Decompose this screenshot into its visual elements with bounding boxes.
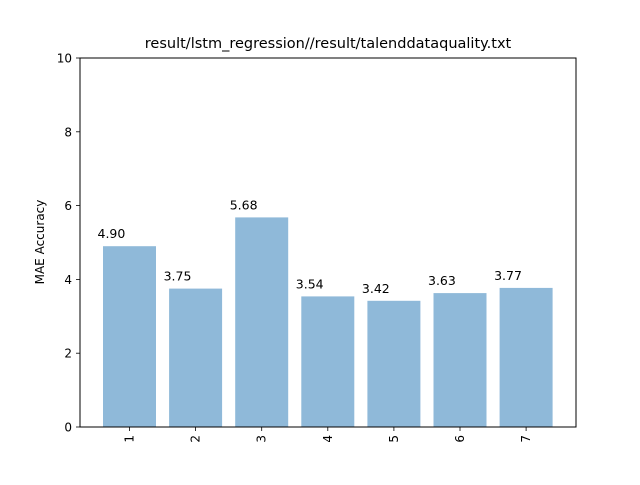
value-labels-group: 4.90 3.75 5.68 3.54 3.42 3.63 3.77 — [98, 197, 522, 295]
x-tick-label-1: 1 — [123, 435, 137, 443]
y-tick-label-0: 0 — [64, 421, 72, 435]
bar-5 — [367, 300, 421, 427]
y-axis-label: MAE Accuracy — [33, 200, 47, 285]
bar-6 — [433, 293, 487, 427]
x-tick-label-5: 5 — [387, 435, 401, 443]
bar-value-label-4: 3.54 — [296, 276, 324, 291]
y-tick-label-2: 2 — [64, 347, 72, 361]
x-tick-label-6: 6 — [453, 435, 467, 443]
bar-4 — [301, 296, 355, 427]
bar-value-label-3: 5.68 — [230, 197, 258, 212]
y-tick-label-6: 6 — [64, 199, 72, 213]
plot-frame — [79, 57, 577, 428]
y-tick-label-8: 8 — [64, 125, 72, 139]
bar-value-label-1: 4.90 — [98, 226, 126, 241]
y-tick-label-4: 4 — [64, 273, 72, 287]
bar-3 — [235, 217, 289, 427]
x-tick-label-4: 4 — [321, 435, 335, 443]
x-axis-ticks: 1 2 3 4 5 6 7 — [123, 427, 533, 443]
y-axis-ticks: 0 2 4 6 8 10 — [57, 52, 80, 435]
bar-1 — [103, 246, 156, 427]
x-tick-label-3: 3 — [255, 435, 269, 443]
x-tick-label-7: 7 — [519, 435, 533, 443]
bars-group — [103, 217, 553, 427]
bar-value-label-2: 3.75 — [164, 269, 192, 284]
x-tick-label-2: 2 — [189, 435, 203, 443]
bar-value-label-6: 3.63 — [428, 273, 456, 288]
y-tick-label-10: 10 — [57, 52, 72, 66]
bar-2 — [169, 288, 223, 427]
bar-value-label-5: 3.42 — [362, 281, 390, 296]
bar-value-label-7: 3.77 — [494, 268, 522, 283]
bar-7 — [499, 287, 553, 427]
chart-title: result/lstm_regression//result/talenddat… — [145, 36, 512, 52]
